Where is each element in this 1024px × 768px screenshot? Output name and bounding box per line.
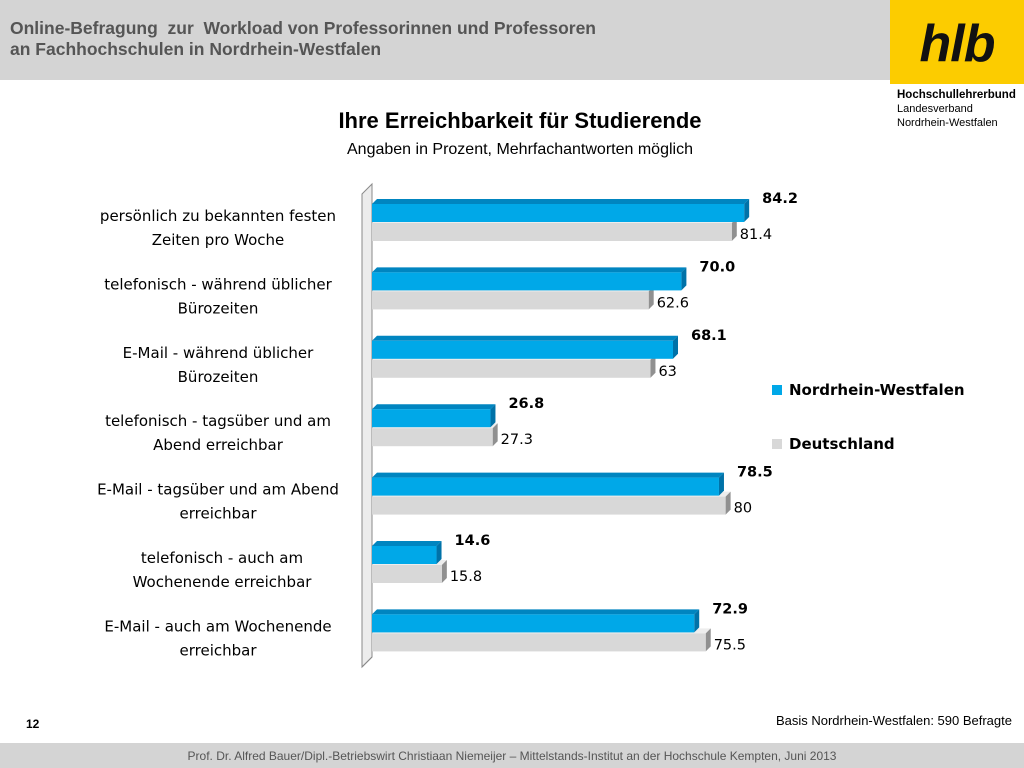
value-label-nrw-4: 78.5 [737,465,773,481]
bar-nrw-3-top [372,404,496,410]
value-label-deutschland-3: 27.3 [501,432,533,448]
bar-deutschland-4-side [725,491,731,515]
bar-deutschland-3-side [492,423,498,447]
axis-wall-base [361,656,373,668]
value-label-nrw-6: 72.9 [712,601,748,617]
bar-deutschland-0-side [731,218,737,241]
category-label-4-line-1: E-Mail - tagsüber und am Abend [97,481,339,499]
bar-nrw-0 [372,204,745,222]
bar-deutschland-2-side [650,354,656,378]
category-label-0-line-1: persönlich zu bekannten festen [100,207,336,225]
legend-swatch-nrw [772,385,782,395]
footer-credits: Prof. Dr. Alfred Bauer/Dipl.-Betriebswir… [187,749,837,763]
bar-deutschland-5 [372,565,442,583]
bar-deutschland-3 [372,428,493,447]
category-label-1-line-2: Bürozeiten [178,299,259,317]
bar-nrw-5-side [436,541,442,564]
legend-item-deutschland: Deutschland [772,435,895,453]
bar-nrw-1-top [372,267,687,273]
bar-nrw-1-side [681,267,687,291]
bar-nrw-1 [372,272,682,291]
value-label-deutschland-1: 62.6 [657,295,689,311]
value-label-nrw-1: 70.0 [699,259,735,275]
value-label-deutschland-5: 15.8 [450,569,482,585]
hlb-logo-text: hlb [919,15,996,73]
category-label-4-line-2: erreichbar [180,505,258,523]
bar-deutschland-4 [372,496,726,515]
category-label-5-line-1: telefonisch - auch am [141,549,303,567]
bar-nrw-3 [372,409,491,428]
legend-item-nrw: Nordrhein-Westfalen [772,381,965,399]
page-number: 12 [26,717,40,731]
hlb-logo: hlb [890,0,1024,84]
category-label-3-line-2: Abend erreichbar [153,436,284,454]
legend-label-nrw: Nordrhein-Westfalen [789,381,965,399]
organization-block: Hochschullehrerbund Landesverband Nordrh… [897,88,1024,130]
legend-swatch-deutschland [772,439,782,449]
bar-deutschland-1 [372,291,649,310]
basis-note: Basis Nordrhein-Westfalen: 590 Befragte [775,713,1012,728]
bar-nrw-2 [372,340,674,359]
page-title: Online-Befragung zur Workload von Profes… [10,18,870,60]
value-label-nrw-2: 68.1 [691,328,727,344]
header-band: Online-Befragung zur Workload von Profes… [0,0,890,80]
bar-nrw-3-side [490,404,496,428]
value-label-nrw-0: 84.2 [762,191,798,207]
chart-subtitle: Angaben in Prozent, Mehrfachantworten mö… [347,141,693,158]
bar-nrw-2-top [372,335,679,341]
bar-deutschland-2 [372,359,651,378]
legend-label-deutschland: Deutschland [789,435,895,453]
page-title-line-2: an Fachhochschulen in Nordrhein-Westfale… [10,39,382,59]
value-label-nrw-3: 26.8 [508,396,544,412]
category-label-0-line-2: Zeiten pro Woche [152,231,284,249]
category-label-1-line-1: telefonisch - während üblicher [104,275,332,293]
category-label-2-line-2: Bürozeiten [178,368,259,386]
category-label-2-line-1: E-Mail - während üblicher [123,344,314,362]
bar-nrw-4 [372,477,719,496]
bar-deutschland-1-side [648,286,654,310]
value-label-deutschland-2: 63 [658,364,676,380]
bar-deutschland-6-side [705,628,711,652]
bar-nrw-5 [372,546,437,564]
category-label-6-line-1: E-Mail - auch am Wochenende [104,617,331,635]
organization-name: Hochschullehrerbund [897,89,1016,101]
bar-nrw-5-top [372,541,442,546]
bar-nrw-4-top [372,472,724,478]
bar-nrw-6 [372,614,695,633]
bar-nrw-0-top [372,199,750,204]
organization-subtitle-1: Landesverband [897,103,973,115]
footer-band: Prof. Dr. Alfred Bauer/Dipl.-Betriebswir… [0,743,1024,768]
bar-nrw-2-side [673,335,679,359]
value-label-deutschland-6: 75.5 [714,637,746,653]
bar-deutschland-5-side [441,560,447,583]
axis-wall [361,182,373,669]
category-label-6-line-2: erreichbar [180,641,258,659]
bar-nrw-4-side [718,472,724,496]
bar-deutschland-0 [372,223,732,241]
organization-subtitle-2: Nordrhein-Westfalen [897,117,998,129]
bar-nrw-6-side [694,609,700,633]
bar-nrw-6-top [372,609,700,615]
category-label-3-line-1: telefonisch - tagsüber und am [105,412,331,430]
value-label-deutschland-0: 81.4 [740,227,772,243]
category-label-5-line-2: Wochenende erreichbar [133,573,313,591]
value-label-deutschland-4: 80 [734,501,752,517]
page-title-line-1: Online-Befragung zur Workload von Profes… [10,18,596,38]
bar-deutschland-6 [372,633,706,652]
bar-chart: 84.2 81.4 persönlich zu bekannten festen Ze… [97,182,798,669]
bar-nrw-0-side [744,199,750,222]
value-label-nrw-5: 14.6 [455,533,491,549]
chart-title: Ihre Erreichbarkeit für Studierende [338,108,702,133]
